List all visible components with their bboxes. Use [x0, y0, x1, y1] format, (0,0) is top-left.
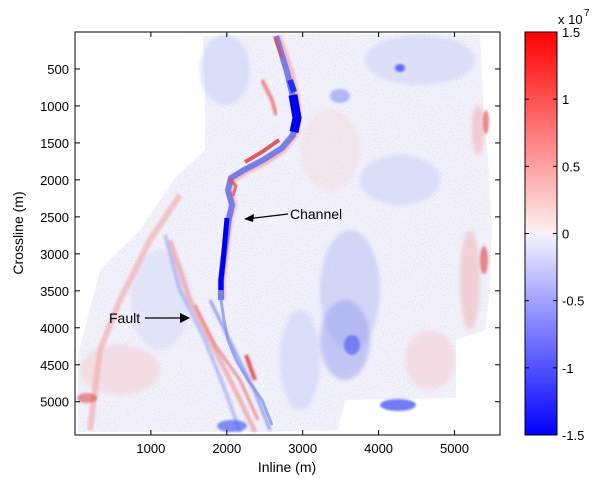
colorbar-ticks: -1.5 -1 -0.5 0 0.5 1 1.5	[525, 25, 584, 443]
fault-arrow-head	[180, 313, 190, 323]
y-tick-label: 1500	[40, 136, 69, 151]
y-axis-ticks: 500 1000 1500 2000 2500 3000 3500 4000 4500 5000	[40, 62, 500, 410]
y-tick-label: 2500	[40, 210, 69, 225]
colorbar-exponent: 7	[584, 8, 590, 19]
fault-streaks	[87, 193, 272, 434]
x-axis-label: Inline (m)	[258, 459, 316, 475]
x-tick-label: 4000	[364, 441, 393, 456]
y-tick-label: 500	[47, 62, 69, 77]
y-tick-label: 5000	[40, 395, 69, 410]
y-tick-label: 3500	[40, 284, 69, 299]
colorbar-tick-label: 1.5	[562, 25, 580, 40]
y-tick-label: 4000	[40, 321, 69, 336]
colorbar-tick-label: 0.5	[562, 159, 580, 174]
y-tick-label: 4500	[40, 358, 69, 373]
channel-feature	[218, 34, 302, 426]
fault-annotation: Fault	[109, 310, 190, 326]
colorbar-tick-label: -1	[562, 361, 574, 376]
heatmap-plot-area	[75, 32, 500, 435]
colorbar-tick-label: 0	[562, 227, 569, 242]
channel-label: Channel	[290, 206, 342, 222]
colorbar-fill	[524, 31, 558, 436]
x-tick-label: 5000	[440, 441, 469, 456]
y-tick-label: 3000	[40, 247, 69, 262]
colorbar-tick-label: -1.5	[562, 428, 584, 443]
y-axis-label: Crossline (m)	[10, 191, 26, 274]
annotations: Channel Fault	[109, 206, 342, 326]
colorbar-tick-label: -0.5	[562, 294, 584, 309]
x-tick-label: 2000	[212, 441, 241, 456]
y-tick-label: 1000	[40, 99, 69, 114]
fault-label: Fault	[109, 310, 140, 326]
colorbar: -1.5 -1 -0.5 0 0.5 1 1.5 x 10 7	[524, 8, 590, 443]
channel-arrow-head	[244, 214, 254, 222]
y-tick-label: 2000	[40, 173, 69, 188]
x-tick-label: 3000	[288, 441, 317, 456]
colorbar-exponent-base: x 10	[558, 12, 583, 27]
amplitude-hotspots	[77, 64, 489, 432]
axes-box	[74, 31, 501, 436]
channel-annotation: Channel	[244, 206, 342, 222]
colorbar-tick-label: 1	[562, 92, 569, 107]
x-axis-ticks: 1000 2000 3000 4000 5000	[136, 32, 469, 456]
x-tick-label: 1000	[136, 441, 165, 456]
